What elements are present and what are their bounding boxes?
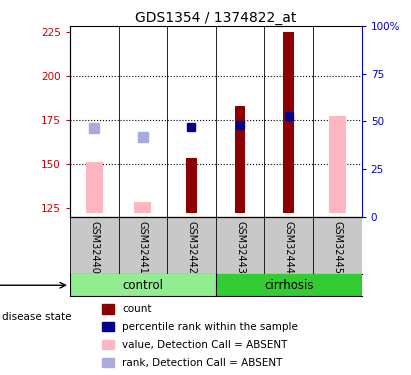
- Bar: [102, 358, 113, 367]
- Bar: [102, 340, 113, 349]
- Text: GSM32440: GSM32440: [89, 221, 99, 274]
- Text: value, Detection Call = ABSENT: value, Detection Call = ABSENT: [122, 340, 288, 350]
- Bar: [85, 162, 103, 213]
- Bar: [102, 322, 113, 332]
- Text: GSM32443: GSM32443: [235, 221, 245, 274]
- Text: percentile rank within the sample: percentile rank within the sample: [122, 322, 298, 332]
- Text: cirrhosis: cirrhosis: [264, 279, 314, 292]
- Bar: [186, 158, 197, 213]
- Bar: [329, 116, 346, 213]
- Text: disease state: disease state: [2, 312, 72, 322]
- Bar: [283, 32, 294, 213]
- Title: GDS1354 / 1374822_at: GDS1354 / 1374822_at: [135, 11, 296, 25]
- Text: GSM32444: GSM32444: [284, 221, 294, 274]
- Bar: [70, 274, 216, 296]
- Text: GSM32442: GSM32442: [187, 221, 196, 274]
- Text: rank, Detection Call = ABSENT: rank, Detection Call = ABSENT: [122, 357, 283, 368]
- Text: control: control: [122, 279, 163, 292]
- Bar: [134, 202, 151, 213]
- Bar: [102, 304, 113, 313]
- Text: GSM32441: GSM32441: [138, 221, 148, 274]
- Bar: [216, 274, 362, 296]
- Bar: [235, 105, 245, 213]
- Text: count: count: [122, 304, 152, 314]
- Text: GSM32445: GSM32445: [332, 221, 342, 274]
